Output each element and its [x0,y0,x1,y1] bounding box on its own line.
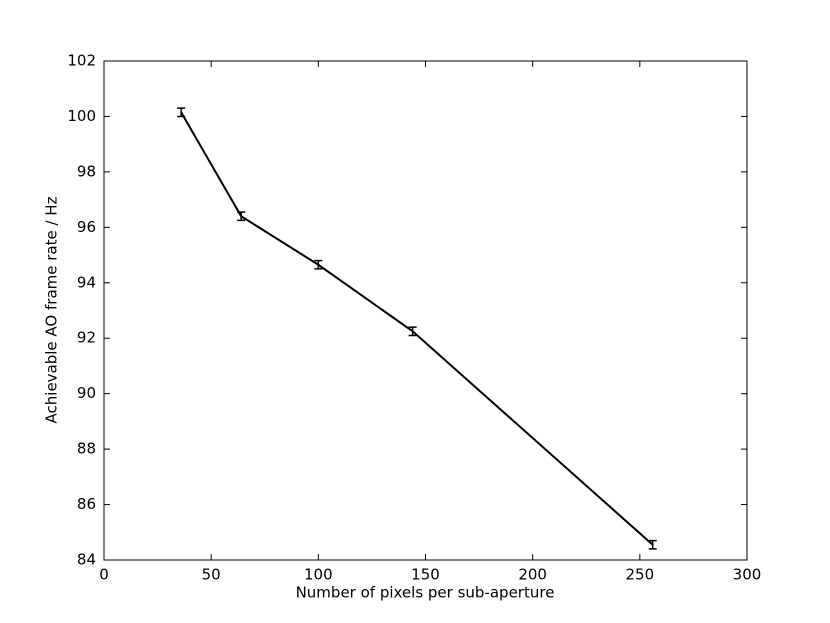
x-tick-label: 0 [99,566,109,584]
x-tick-label: 250 [626,566,655,584]
y-tick-label: 90 [77,384,96,402]
y-tick-label: 96 [77,218,96,236]
data-line [180,111,654,546]
y-tick-label: 88 [77,440,96,458]
y-tick-label: 102 [67,52,96,70]
x-tick-label: 50 [202,566,221,584]
error-bar [648,539,657,550]
y-tick-label: 86 [77,495,96,513]
y-tick-label: 98 [77,162,96,180]
error-bar [177,107,186,118]
error-bar [314,259,323,270]
y-tick-label: 84 [77,551,96,569]
error-bar [237,211,246,222]
x-tick-label: 300 [733,566,762,584]
x-tick-label: 200 [518,566,547,584]
x-axis-label: Number of pixels per sub-aperture [296,584,555,602]
error-bar [408,326,417,337]
plot-frame [103,60,748,561]
x-tick-label: 150 [411,566,440,584]
y-tick-label: 94 [77,273,96,291]
y-axis-label: Achievable AO frame rate / Hz [43,196,61,423]
y-tick-label: 100 [67,107,96,125]
x-tick-label: 100 [304,566,333,584]
y-tick-label: 92 [77,329,96,347]
